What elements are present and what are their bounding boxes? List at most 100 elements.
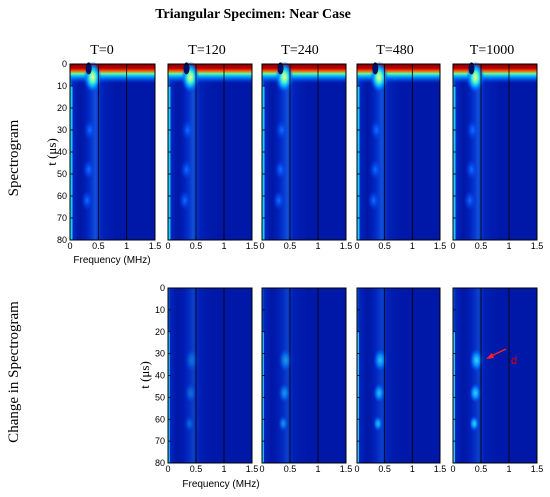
change-panel-3-change-blob	[469, 415, 480, 432]
spectrogram-panel-2-x-tick: 1	[315, 241, 320, 251]
spectrogram-panel-0-y-tick: 70	[57, 213, 67, 223]
spectrogram-panel-4-notch	[468, 62, 475, 75]
change-panel-2-x-tick: 0	[354, 464, 359, 474]
x-axis-label-row1: Frequency (MHz)	[73, 255, 150, 266]
change-panel-3-frequency-band	[453, 288, 537, 463]
change-panel-0-y-tick: 30	[155, 349, 165, 359]
spectrogram-panel-3-x-tick: 0	[354, 241, 359, 251]
change-panel-2-x-tick: 1	[410, 464, 415, 474]
spectrogram-panel-2-early-energy	[262, 64, 346, 240]
change-panel-3-change-blob	[469, 383, 482, 403]
change-panel-0-change-blob	[184, 348, 199, 373]
spectrogram-panel-0-y-tick: 0	[62, 59, 67, 69]
annotation-label: d	[511, 355, 517, 367]
change-panel-2-frequency-band	[357, 288, 440, 463]
spectrogram-panel-4-left-edge	[453, 86, 456, 240]
annotation-arrow-head	[486, 353, 494, 359]
spectrogram-panel-2-notch	[277, 62, 284, 75]
spectrogram-panel-0-x-tick: 0	[67, 241, 72, 251]
spectrogram-panel-3-x-tick: 0.5	[378, 241, 391, 251]
row-label-spectrogram: Spectrogram	[6, 119, 22, 196]
change-panel-3-x-tick: 0	[450, 464, 455, 474]
spectrogram-panel-0-x-tick: 1	[124, 241, 129, 251]
spectrogram-panel-3-band-blob	[369, 159, 382, 180]
spectrogram-panel-4-early-energy	[453, 64, 537, 240]
spectrogram-panel-4-x-tick: 0	[450, 241, 455, 251]
spectrogram-panel-0-x-tick: 0.5	[92, 241, 105, 251]
spectrogram-panel-1-band-blob	[180, 159, 193, 180]
spectrogram-panel-3-band-blob	[367, 190, 380, 211]
change-panel-1-change-blob	[278, 415, 289, 432]
change-panel-2-change-blob	[373, 383, 386, 403]
change-panel-0-y-tick: 50	[155, 392, 165, 402]
change-panel-3-x-tick: 1.5	[531, 464, 544, 474]
spectrogram-panel-0-y-tick: 20	[57, 103, 67, 113]
change-panel-0-x-tick: 1	[221, 464, 226, 474]
change-panel-0-y-tick: 10	[155, 305, 165, 315]
spectrogram-panel-3-band-blob	[370, 120, 383, 140]
spectrogram-panel-1-notch	[183, 62, 190, 75]
change-panel-0-frequency-band	[168, 288, 252, 463]
spectrogram-panel-3-x-tick: 1	[410, 241, 415, 251]
spectrogram-panel-1-left-edge	[168, 86, 171, 240]
change-panel-0-y-tick: 40	[155, 371, 165, 381]
panel-title-t120: T=120	[188, 43, 225, 58]
spectrogram-panel-3-x-tick: 1.5	[434, 241, 447, 251]
spectrogram-panel-2-left-edge	[262, 86, 265, 240]
panel-title-t480: T=480	[376, 43, 413, 58]
change-panel-2-x-tick: 0.5	[378, 464, 391, 474]
spectrogram-panel-1-early-energy	[168, 64, 252, 240]
change-panel-1-frequency-band	[262, 288, 346, 463]
spectrogram-panel-2-band-blob	[275, 120, 288, 140]
panel-title-t0: T=0	[90, 43, 113, 58]
change-panel-1-change-blob	[278, 348, 293, 373]
figure-title: Triangular Specimen: Near Case	[155, 7, 351, 22]
spectrogram-panel-0-band-blob	[83, 120, 96, 140]
change-panel-0-y-tick: 80	[155, 458, 165, 468]
change-panel-0-y-tick: 60	[155, 414, 165, 424]
panel-title-t1000: T=1000	[470, 43, 514, 58]
spectrogram-panel-0-y-tick: 30	[57, 125, 67, 135]
change-panel-3-x-tick: 0.5	[475, 464, 488, 474]
change-panel-0-change-blob	[184, 383, 197, 403]
spectrogram-panel-4-x-tick: 0.5	[475, 241, 488, 251]
change-panel-3-change-blob	[469, 348, 484, 373]
spectrogram-panel-0-early-energy	[70, 64, 155, 240]
spectrogram-panel-0-y-tick: 50	[57, 169, 67, 179]
spectrogram-panel-3-left-edge	[357, 86, 360, 240]
y-axis-label-row2: t (μs)	[137, 361, 152, 389]
spectrogram-panel-3-notch	[372, 62, 379, 75]
change-panel-3-x-tick: 1	[506, 464, 511, 474]
spectrogram-panel-0-y-tick: 10	[57, 81, 67, 91]
spectrogram-panel-4-x-tick: 1	[506, 241, 511, 251]
x-axis-label-row2: Frequency (MHz)	[182, 479, 259, 490]
change-panel-0-y-tick: 70	[155, 436, 165, 446]
change-panel-0-change-blob	[184, 415, 195, 432]
change-panel-1-x-tick: 1	[315, 464, 320, 474]
spectrogram-panel-4-band-blob	[465, 159, 478, 180]
change-panel-1-x-tick: 0.5	[284, 464, 297, 474]
spectrogram-panel-0-band-blob	[81, 190, 93, 211]
spectrogram-panel-1-band-blob	[178, 190, 191, 211]
panel-title-t240: T=240	[281, 43, 318, 58]
spectrogram-panel-0-left-edge	[70, 86, 73, 240]
row-label-change: Change in Spectrogram	[6, 301, 22, 443]
spectrogram-panel-2-x-tick: 0	[259, 241, 264, 251]
spectrogram-panel-1-x-tick: 0.5	[190, 241, 203, 251]
spectrogram-panel-2-band-blob	[272, 190, 285, 211]
spectrogram-panel-0-y-tick: 80	[57, 235, 67, 245]
spectrogram-panel-2-x-tick: 1.5	[340, 241, 353, 251]
spectrogram-panel-4-band-blob	[466, 120, 479, 140]
spectrogram-panel-1-x-tick: 1	[221, 241, 226, 251]
spectrogram-panel-2-x-tick: 0.5	[284, 241, 297, 251]
spectrogram-panel-1-x-tick: 0	[165, 241, 170, 251]
change-panel-0-x-tick: 0.5	[190, 464, 203, 474]
change-panel-0-y-tick: 20	[155, 327, 165, 337]
spectrogram-panel-1-x-tick: 1.5	[246, 241, 259, 251]
change-panel-1-x-tick: 1.5	[340, 464, 353, 474]
spectrogram-panel-3-early-energy	[357, 64, 440, 240]
change-panel-2-x-tick: 1.5	[434, 464, 447, 474]
change-panel-2-change-blob	[373, 415, 384, 432]
change-panel-0-x-tick: 1.5	[246, 464, 259, 474]
